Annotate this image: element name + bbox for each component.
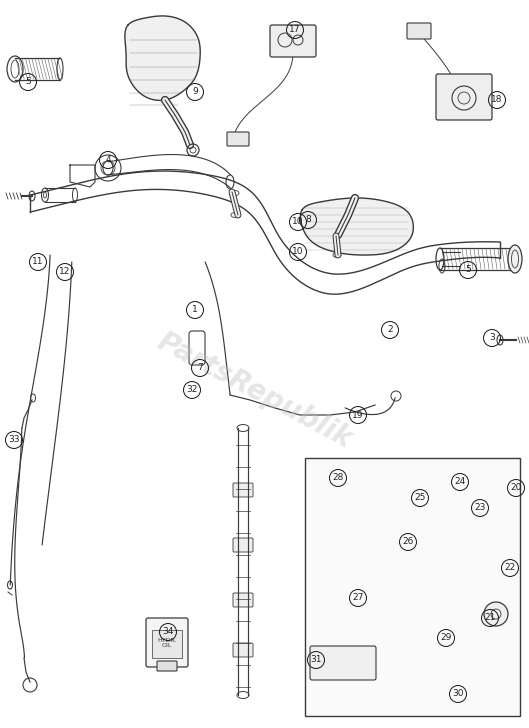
Text: 3: 3 [489,333,495,342]
Text: 27: 27 [352,593,364,603]
Text: 7: 7 [197,363,203,373]
Ellipse shape [403,591,413,605]
Text: 9: 9 [192,87,198,97]
Text: 34: 34 [162,628,174,636]
Ellipse shape [330,591,340,605]
Text: 24: 24 [454,478,466,486]
Circle shape [484,602,508,626]
Polygon shape [432,584,508,630]
Text: 31: 31 [310,655,322,665]
Polygon shape [300,198,413,255]
Text: 20: 20 [510,483,522,493]
Text: 2: 2 [387,325,393,334]
Text: 10: 10 [292,248,304,256]
Text: 26: 26 [403,537,414,547]
Text: 32: 32 [186,386,198,395]
FancyBboxPatch shape [233,538,253,552]
FancyBboxPatch shape [450,490,499,524]
FancyBboxPatch shape [393,536,445,560]
Bar [152,630,182,658]
FancyBboxPatch shape [310,646,376,680]
FancyBboxPatch shape [407,23,431,39]
Text: 5: 5 [25,77,31,87]
Text: 25: 25 [414,494,426,502]
FancyBboxPatch shape [157,661,177,671]
FancyBboxPatch shape [227,132,249,146]
Polygon shape [125,16,200,100]
FancyBboxPatch shape [436,74,492,120]
Text: 28: 28 [332,473,344,483]
Text: 11: 11 [32,258,44,266]
FancyBboxPatch shape [233,483,253,497]
Text: 22: 22 [504,563,516,572]
Text: 12: 12 [59,267,71,277]
Text: 29: 29 [440,633,452,643]
FancyBboxPatch shape [398,491,443,512]
Text: PartsRepublik: PartsRepublik [153,327,357,454]
FancyBboxPatch shape [270,25,316,57]
Text: 8: 8 [305,215,311,224]
Text: 18: 18 [491,95,503,105]
FancyBboxPatch shape [233,643,253,657]
Text: 21: 21 [485,614,496,622]
FancyBboxPatch shape [233,593,253,607]
Text: 19: 19 [352,411,364,419]
Text: 17: 17 [289,25,301,34]
Text: 33: 33 [8,435,20,445]
Text: 23: 23 [475,504,486,513]
Text: 4: 4 [105,156,111,165]
Text: 10: 10 [292,218,304,226]
Text: 5: 5 [465,266,471,274]
FancyBboxPatch shape [316,466,375,492]
Text: HYDR.
OIL: HYDR. OIL [157,638,177,649]
Bar [305,458,520,716]
Ellipse shape [508,245,522,273]
Text: 30: 30 [452,689,464,698]
Text: 1: 1 [192,306,198,314]
FancyBboxPatch shape [146,618,188,667]
